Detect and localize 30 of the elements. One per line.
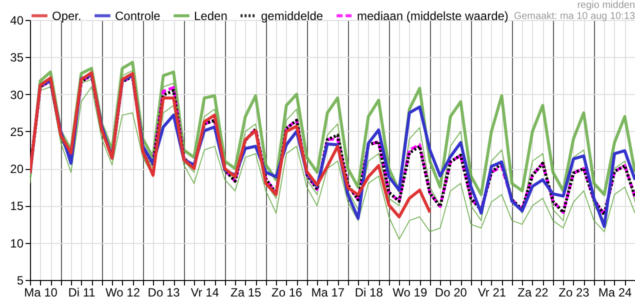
y-tick-label: 35	[10, 50, 24, 65]
y-tick-label: 30	[10, 88, 24, 102]
x-tick-label: Za 22	[518, 286, 549, 300]
y-tick-label: 10	[10, 236, 24, 250]
y-tick-label: 5	[16, 274, 24, 288]
x-tick-label: Do 13	[148, 286, 180, 300]
x-tick-label: Ma 24	[598, 286, 632, 300]
annotation: Gemaakt: ma 10 aug 10:13	[514, 11, 635, 22]
x-tick-label: Ma 10	[24, 286, 58, 300]
text: regio midden	[577, 0, 635, 11]
y-tick-label: 40	[10, 14, 24, 28]
x-tick-label: Vr 21	[478, 286, 506, 300]
legend-label: gemiddelde	[261, 8, 324, 23]
x-tick-label: Wo 19	[392, 286, 428, 300]
x-tick-label: Vr 14	[190, 286, 220, 300]
x-tick-label: Za 15	[230, 286, 262, 300]
legend-label: Leden	[194, 8, 228, 23]
y-tick-label: 25	[10, 124, 24, 139]
legend-label: Controle	[115, 8, 161, 23]
y-tick-label: 15	[10, 199, 24, 214]
x-tick-label: Wo 12	[106, 286, 140, 300]
x-tick-label: Di 11	[68, 286, 96, 300]
x-tick-label: Zo 16	[272, 286, 303, 300]
legend-label: Oper.	[52, 8, 82, 23]
legend-label: mediaan (middelste waarde)	[357, 8, 508, 23]
x-tick-label: Di 18	[354, 286, 384, 300]
x-tick-label: Do 20	[434, 286, 468, 300]
y-tick-label: 20	[10, 162, 24, 176]
x-tick-label: Ma 17	[311, 286, 345, 300]
x-tick-label: Zo 23	[558, 286, 590, 300]
